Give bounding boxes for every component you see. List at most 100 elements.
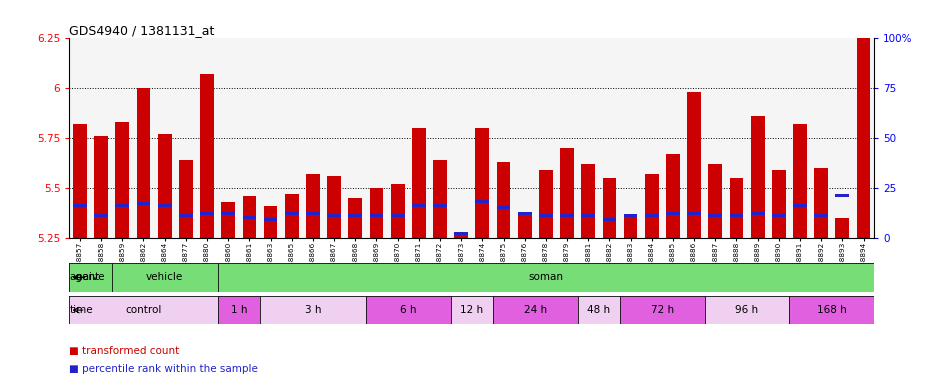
Bar bbox=[789, 296, 874, 324]
Bar bbox=[518, 214, 532, 238]
Text: GDS4940 / 1381131_at: GDS4940 / 1381131_at bbox=[69, 24, 215, 37]
Bar bbox=[645, 174, 659, 238]
Bar bbox=[73, 204, 87, 207]
Bar bbox=[433, 160, 447, 238]
Bar bbox=[814, 214, 828, 217]
Text: 12 h: 12 h bbox=[461, 305, 483, 315]
Bar bbox=[602, 178, 616, 238]
Bar bbox=[349, 198, 363, 238]
Bar bbox=[137, 202, 151, 205]
Bar bbox=[730, 178, 744, 238]
Bar bbox=[666, 212, 680, 215]
Bar bbox=[179, 214, 192, 217]
Bar bbox=[366, 296, 450, 324]
Bar bbox=[412, 204, 426, 207]
Bar bbox=[433, 204, 447, 207]
Bar bbox=[370, 188, 383, 238]
Bar bbox=[475, 200, 489, 203]
Bar bbox=[497, 206, 511, 209]
Bar bbox=[793, 204, 807, 207]
Bar bbox=[687, 212, 701, 215]
Bar bbox=[814, 168, 828, 238]
Text: naive: naive bbox=[76, 272, 105, 283]
Bar bbox=[709, 164, 722, 238]
Bar bbox=[285, 194, 299, 238]
Bar bbox=[751, 212, 765, 215]
Bar bbox=[539, 170, 553, 238]
Bar bbox=[454, 232, 468, 235]
Bar bbox=[264, 206, 278, 238]
Text: 6 h: 6 h bbox=[400, 305, 416, 315]
Bar bbox=[306, 174, 320, 238]
Bar bbox=[285, 212, 299, 215]
Text: control: control bbox=[125, 305, 162, 315]
Bar bbox=[857, 238, 870, 241]
Bar bbox=[581, 214, 595, 217]
Bar bbox=[561, 214, 574, 217]
Text: 48 h: 48 h bbox=[587, 305, 610, 315]
Bar bbox=[260, 296, 366, 324]
Bar bbox=[370, 214, 383, 217]
Bar bbox=[687, 92, 701, 238]
Bar bbox=[857, 36, 870, 238]
Text: 3 h: 3 h bbox=[304, 305, 321, 315]
Bar bbox=[497, 162, 511, 238]
Bar bbox=[112, 263, 217, 292]
Text: agent: agent bbox=[69, 272, 100, 283]
Bar bbox=[327, 214, 341, 217]
Text: soman: soman bbox=[528, 272, 563, 283]
Bar bbox=[454, 234, 468, 238]
Bar bbox=[772, 170, 785, 238]
Bar bbox=[200, 212, 214, 215]
Bar bbox=[539, 214, 553, 217]
Bar bbox=[200, 74, 214, 238]
Bar bbox=[242, 216, 256, 219]
Bar bbox=[116, 204, 130, 207]
Text: 96 h: 96 h bbox=[735, 305, 758, 315]
Bar bbox=[623, 214, 637, 238]
Bar bbox=[158, 134, 171, 238]
Text: 24 h: 24 h bbox=[524, 305, 547, 315]
Bar bbox=[158, 204, 171, 207]
Bar bbox=[666, 154, 680, 238]
Bar bbox=[645, 214, 659, 217]
Bar bbox=[94, 136, 108, 238]
Text: 168 h: 168 h bbox=[817, 305, 846, 315]
Bar bbox=[751, 116, 765, 238]
Bar bbox=[835, 194, 849, 197]
Bar bbox=[69, 296, 217, 324]
Bar bbox=[730, 214, 744, 217]
Bar bbox=[327, 176, 341, 238]
Bar bbox=[493, 296, 577, 324]
Bar bbox=[390, 214, 404, 217]
Bar bbox=[602, 218, 616, 221]
Bar bbox=[116, 122, 130, 238]
Bar bbox=[69, 263, 112, 292]
Bar bbox=[221, 202, 235, 238]
Bar bbox=[475, 128, 489, 238]
Bar bbox=[390, 184, 404, 238]
Bar bbox=[412, 128, 426, 238]
Bar bbox=[772, 214, 785, 217]
Bar bbox=[73, 124, 87, 238]
Text: 72 h: 72 h bbox=[651, 305, 674, 315]
Bar bbox=[217, 263, 874, 292]
Bar bbox=[793, 124, 807, 238]
Bar bbox=[221, 212, 235, 215]
Bar bbox=[705, 296, 789, 324]
Bar bbox=[709, 214, 722, 217]
Bar bbox=[94, 214, 108, 217]
Bar bbox=[217, 296, 260, 324]
Text: ■ transformed count: ■ transformed count bbox=[69, 346, 179, 356]
Bar bbox=[179, 160, 192, 238]
Bar bbox=[242, 196, 256, 238]
Bar bbox=[264, 218, 278, 221]
Bar bbox=[450, 296, 493, 324]
Text: vehicle: vehicle bbox=[146, 272, 183, 283]
Bar bbox=[623, 214, 637, 217]
Text: ■ percentile rank within the sample: ■ percentile rank within the sample bbox=[69, 364, 258, 374]
Bar bbox=[306, 212, 320, 215]
Bar bbox=[835, 218, 849, 238]
Bar bbox=[561, 148, 574, 238]
Bar bbox=[620, 296, 705, 324]
